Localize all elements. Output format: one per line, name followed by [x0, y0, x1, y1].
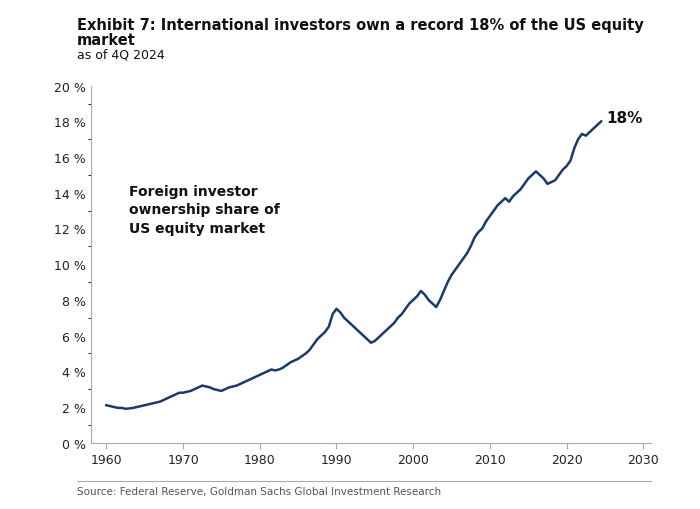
Text: as of 4Q 2024: as of 4Q 2024: [77, 48, 164, 61]
Text: Source: Federal Reserve, Goldman Sachs Global Investment Research: Source: Federal Reserve, Goldman Sachs G…: [77, 486, 441, 496]
Text: Exhibit 7: International investors own a record 18% of the US equity: Exhibit 7: International investors own a…: [77, 18, 644, 33]
Text: 18%: 18%: [606, 111, 643, 126]
Text: Foreign investor
ownership share of
US equity market: Foreign investor ownership share of US e…: [130, 184, 280, 235]
Text: market: market: [77, 33, 136, 48]
